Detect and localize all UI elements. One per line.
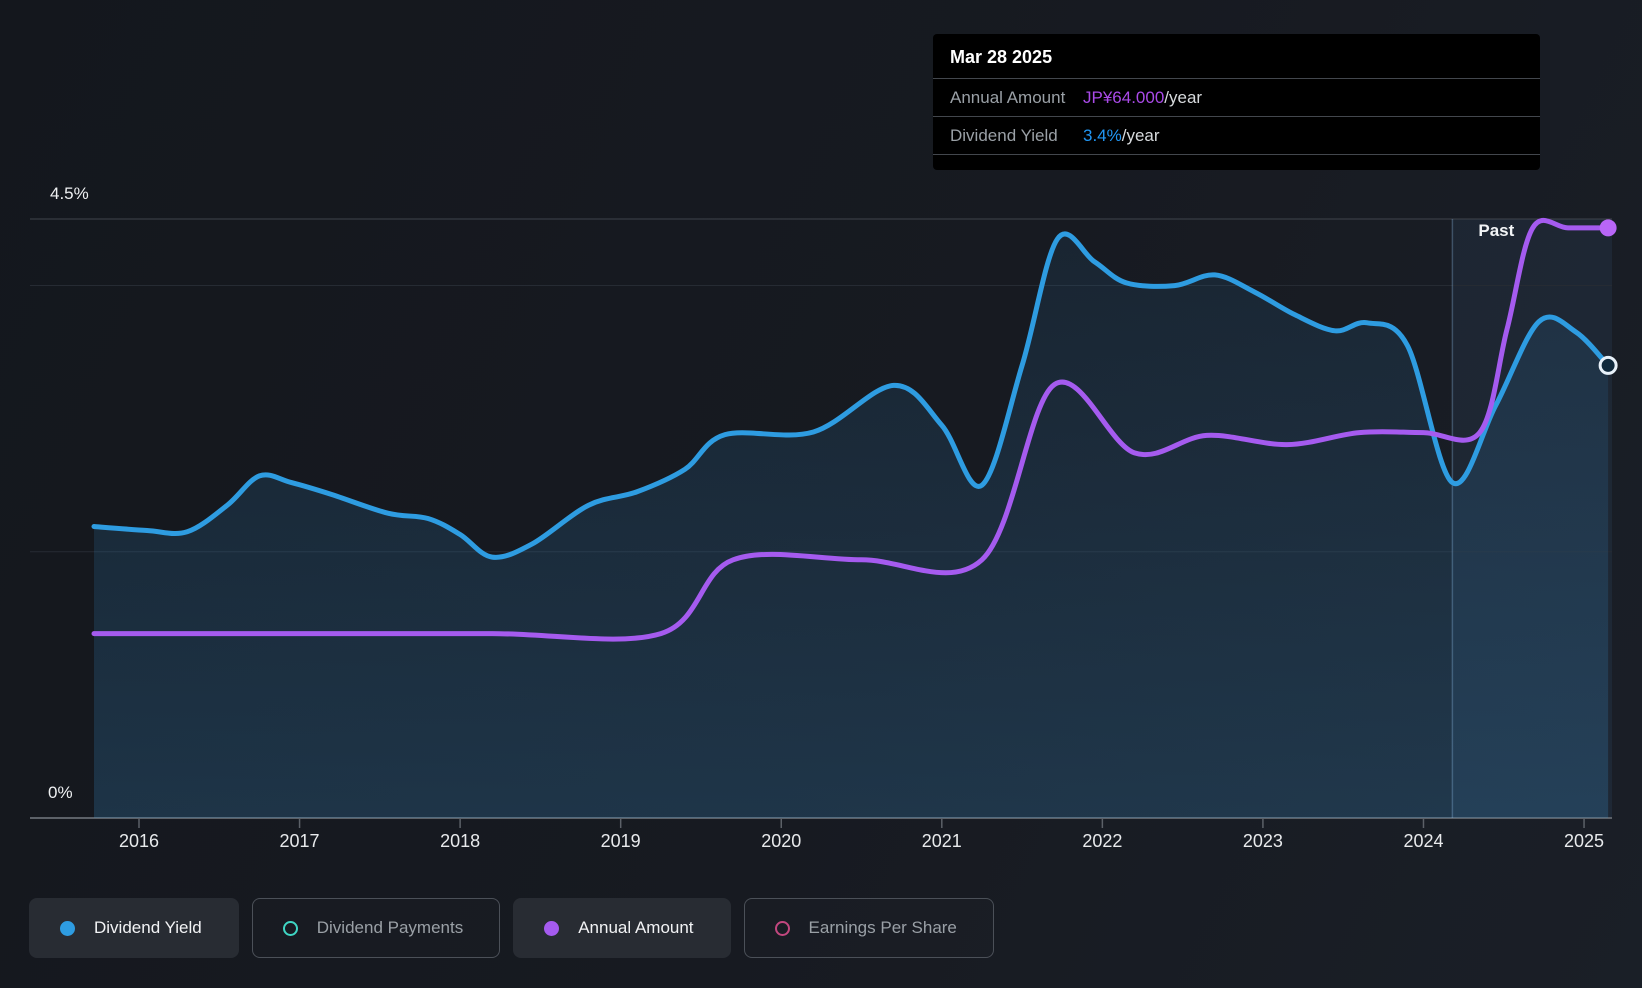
x-tick-label: 2024 [1403, 831, 1444, 851]
x-tick-label: 2017 [279, 831, 320, 851]
tooltip-value-dividend-yield: 3.4% [1083, 125, 1122, 145]
tooltip: Mar 28 2025 Annual Amount JP¥64.000 /yea… [933, 34, 1540, 170]
x-tick-label: 2022 [1082, 831, 1123, 851]
legend-label: Earnings Per Share [808, 918, 957, 937]
tooltip-label: Dividend Yield [950, 125, 1058, 145]
tooltip-date: Mar 28 2025 [933, 34, 1540, 79]
tooltip-value-annual-amount: JP¥64.000 [1083, 87, 1165, 107]
legend-label: Annual Amount [578, 918, 694, 937]
x-tick-label: 2016 [118, 831, 160, 851]
x-tick-label: 2021 [921, 831, 962, 851]
dividend-yield-line[interactable] [91, 231, 1611, 560]
x-tick-label: 2019 [600, 831, 641, 851]
dividend-payments-ring-icon [282, 920, 298, 936]
legend-dividend-payments-button[interactable]: Dividend Payments [251, 898, 501, 958]
tooltip-row-annual-amount: Annual Amount JP¥64.000 /year [933, 79, 1540, 117]
legend-label: Dividend Yield [94, 918, 202, 937]
annual-amount-dot-icon [544, 920, 560, 936]
x-tick-label: 2025 [1564, 831, 1605, 851]
dividend-yield-area [94, 234, 1609, 818]
tooltip-value-suffix: /year [1121, 125, 1160, 145]
legend: Dividend Yield Dividend Payments Annual … [29, 898, 994, 958]
legend-annual-amount-button[interactable]: Annual Amount [513, 898, 731, 958]
x-tick-label: 2023 [1242, 831, 1283, 851]
legend-dividend-yield-button[interactable]: Dividend Yield [29, 898, 239, 958]
annual-amount-line[interactable] [91, 217, 1611, 642]
dividend-yield-end-marker[interactable] [1598, 355, 1618, 375]
tooltip-label: Annual Amount [950, 87, 1066, 107]
legend-earnings-per-share-button[interactable]: Earnings Per Share [743, 898, 994, 958]
x-tick-label: 2018 [440, 831, 481, 851]
x-tick-label: 2020 [761, 831, 802, 851]
annual-amount-end-marker[interactable] [1599, 219, 1617, 237]
legend-label: Dividend Payments [316, 918, 464, 937]
tooltip-value-suffix: /year [1164, 87, 1203, 107]
y-axis-zero-label: 0% [48, 783, 73, 802]
tooltip-row-dividend-yield: Dividend Yield 3.4% /year [933, 117, 1540, 155]
y-axis-max-label: 4.5% [50, 184, 89, 203]
earnings-per-share-ring-icon [774, 920, 790, 936]
past-region-label: Past [1478, 221, 1515, 240]
dividend-yield-dot-icon [60, 920, 75, 936]
